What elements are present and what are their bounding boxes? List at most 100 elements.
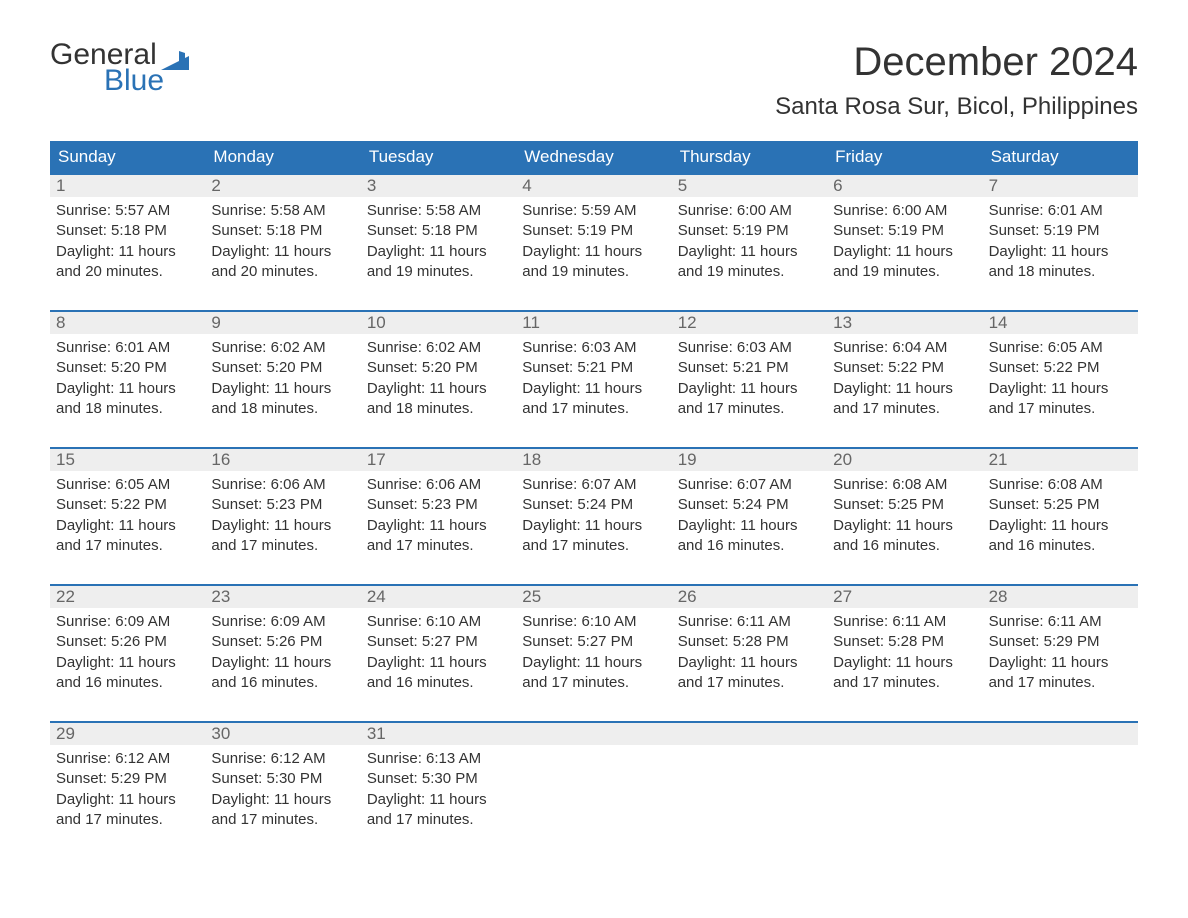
day-details: Sunrise: 6:12 AMSunset: 5:29 PMDaylight:… (50, 745, 205, 834)
day-number: 15 (50, 449, 205, 471)
day-number: 8 (50, 312, 205, 334)
day-number: 19 (672, 449, 827, 471)
daylight-line1: Daylight: 11 hours (211, 242, 354, 262)
day-number: 11 (516, 312, 671, 334)
daylight-line2: and 17 minutes. (211, 536, 354, 556)
weekday-header-row: Sunday Monday Tuesday Wednesday Thursday… (50, 141, 1138, 173)
daylight-line1: Daylight: 11 hours (678, 653, 821, 673)
day-number: . (983, 723, 1138, 745)
day-number: 31 (361, 723, 516, 745)
daylight-line2: and 17 minutes. (833, 673, 976, 693)
sunset-text: Sunset: 5:28 PM (678, 632, 821, 652)
daylight-line2: and 18 minutes. (56, 399, 199, 419)
day-number: 26 (672, 586, 827, 608)
day-details: Sunrise: 5:58 AMSunset: 5:18 PMDaylight:… (361, 197, 516, 286)
day-number: 9 (205, 312, 360, 334)
sunrise-text: Sunrise: 6:05 AM (989, 338, 1132, 358)
daylight-line2: and 16 minutes. (833, 536, 976, 556)
weekday-label: Saturday (983, 141, 1138, 173)
day-number: 22 (50, 586, 205, 608)
daylight-line1: Daylight: 11 hours (833, 379, 976, 399)
calendar-day: ..... (827, 723, 982, 834)
sunset-text: Sunset: 5:30 PM (211, 769, 354, 789)
daylight-line2: and 16 minutes. (56, 673, 199, 693)
day-details: Sunrise: 5:59 AMSunset: 5:19 PMDaylight:… (516, 197, 671, 286)
sunrise-text: Sunrise: 6:10 AM (522, 612, 665, 632)
month-title: December 2024 (775, 40, 1138, 85)
sunrise-text: Sunrise: 6:04 AM (833, 338, 976, 358)
sunrise-text: Sunrise: 6:00 AM (678, 201, 821, 221)
day-number: 2 (205, 175, 360, 197)
daylight-line2: and 17 minutes. (56, 536, 199, 556)
calendar-day: 17Sunrise: 6:06 AMSunset: 5:23 PMDayligh… (361, 449, 516, 560)
calendar-day: 5Sunrise: 6:00 AMSunset: 5:19 PMDaylight… (672, 175, 827, 286)
calendar-week: 15Sunrise: 6:05 AMSunset: 5:22 PMDayligh… (50, 447, 1138, 560)
daylight-line1: Daylight: 11 hours (989, 653, 1132, 673)
calendar-day: 27Sunrise: 6:11 AMSunset: 5:28 PMDayligh… (827, 586, 982, 697)
sunrise-text: Sunrise: 6:03 AM (678, 338, 821, 358)
day-details: Sunrise: 5:58 AMSunset: 5:18 PMDaylight:… (205, 197, 360, 286)
page-header: General Blue December 2024 Santa Rosa Su… (50, 40, 1138, 121)
sunrise-text: Sunrise: 6:07 AM (522, 475, 665, 495)
daylight-line1: Daylight: 11 hours (522, 653, 665, 673)
sunset-text: Sunset: 5:25 PM (833, 495, 976, 515)
day-details: Sunrise: 6:01 AMSunset: 5:19 PMDaylight:… (983, 197, 1138, 286)
daylight-line1: Daylight: 11 hours (367, 790, 510, 810)
sunset-text: Sunset: 5:20 PM (367, 358, 510, 378)
calendar-day: 21Sunrise: 6:08 AMSunset: 5:25 PMDayligh… (983, 449, 1138, 560)
day-details: Sunrise: 6:03 AMSunset: 5:21 PMDaylight:… (516, 334, 671, 423)
sunrise-text: Sunrise: 6:07 AM (678, 475, 821, 495)
calendar-day: 28Sunrise: 6:11 AMSunset: 5:29 PMDayligh… (983, 586, 1138, 697)
day-number: 24 (361, 586, 516, 608)
calendar-day: 25Sunrise: 6:10 AMSunset: 5:27 PMDayligh… (516, 586, 671, 697)
sunset-text: Sunset: 5:28 PM (833, 632, 976, 652)
daylight-line1: Daylight: 11 hours (56, 790, 199, 810)
daylight-line1: Daylight: 11 hours (522, 516, 665, 536)
daylight-line2: and 18 minutes. (367, 399, 510, 419)
calendar-day: 2Sunrise: 5:58 AMSunset: 5:18 PMDaylight… (205, 175, 360, 286)
calendar-day: 31Sunrise: 6:13 AMSunset: 5:30 PMDayligh… (361, 723, 516, 834)
day-details: Sunrise: 6:00 AMSunset: 5:19 PMDaylight:… (827, 197, 982, 286)
sunrise-text: Sunrise: 6:02 AM (367, 338, 510, 358)
sunset-text: Sunset: 5:21 PM (678, 358, 821, 378)
day-details: Sunrise: 6:05 AMSunset: 5:22 PMDaylight:… (983, 334, 1138, 423)
daylight-line1: Daylight: 11 hours (678, 516, 821, 536)
sunrise-text: Sunrise: 6:10 AM (367, 612, 510, 632)
daylight-line2: and 16 minutes. (367, 673, 510, 693)
day-details: Sunrise: 6:04 AMSunset: 5:22 PMDaylight:… (827, 334, 982, 423)
day-number: 30 (205, 723, 360, 745)
sunset-text: Sunset: 5:22 PM (833, 358, 976, 378)
day-number: . (516, 723, 671, 745)
calendar-day: ..... (983, 723, 1138, 834)
calendar-day: 11Sunrise: 6:03 AMSunset: 5:21 PMDayligh… (516, 312, 671, 423)
daylight-line2: and 17 minutes. (833, 399, 976, 419)
day-details: Sunrise: 6:08 AMSunset: 5:25 PMDaylight:… (827, 471, 982, 560)
daylight-line1: Daylight: 11 hours (211, 790, 354, 810)
day-details: Sunrise: 6:07 AMSunset: 5:24 PMDaylight:… (516, 471, 671, 560)
day-details: Sunrise: 6:06 AMSunset: 5:23 PMDaylight:… (361, 471, 516, 560)
daylight-line1: Daylight: 11 hours (522, 379, 665, 399)
daylight-line1: Daylight: 11 hours (367, 516, 510, 536)
day-details: Sunrise: 6:12 AMSunset: 5:30 PMDaylight:… (205, 745, 360, 834)
sunrise-text: Sunrise: 5:59 AM (522, 201, 665, 221)
sunrise-text: Sunrise: 6:00 AM (833, 201, 976, 221)
daylight-line1: Daylight: 11 hours (678, 242, 821, 262)
daylight-line1: Daylight: 11 hours (678, 379, 821, 399)
sunset-text: Sunset: 5:30 PM (367, 769, 510, 789)
calendar-day: 1Sunrise: 5:57 AMSunset: 5:18 PMDaylight… (50, 175, 205, 286)
day-details: Sunrise: 6:02 AMSunset: 5:20 PMDaylight:… (205, 334, 360, 423)
daylight-line2: and 18 minutes. (989, 262, 1132, 282)
sunrise-text: Sunrise: 5:58 AM (367, 201, 510, 221)
logo: General Blue (50, 40, 189, 96)
daylight-line1: Daylight: 11 hours (833, 242, 976, 262)
daylight-line2: and 17 minutes. (522, 673, 665, 693)
calendar-day: 22Sunrise: 6:09 AMSunset: 5:26 PMDayligh… (50, 586, 205, 697)
sunrise-text: Sunrise: 6:12 AM (211, 749, 354, 769)
daylight-line2: and 18 minutes. (211, 399, 354, 419)
day-number: 10 (361, 312, 516, 334)
day-details: Sunrise: 6:10 AMSunset: 5:27 PMDaylight:… (361, 608, 516, 697)
day-number: 16 (205, 449, 360, 471)
daylight-line1: Daylight: 11 hours (522, 242, 665, 262)
daylight-line2: and 19 minutes. (833, 262, 976, 282)
day-number: 3 (361, 175, 516, 197)
